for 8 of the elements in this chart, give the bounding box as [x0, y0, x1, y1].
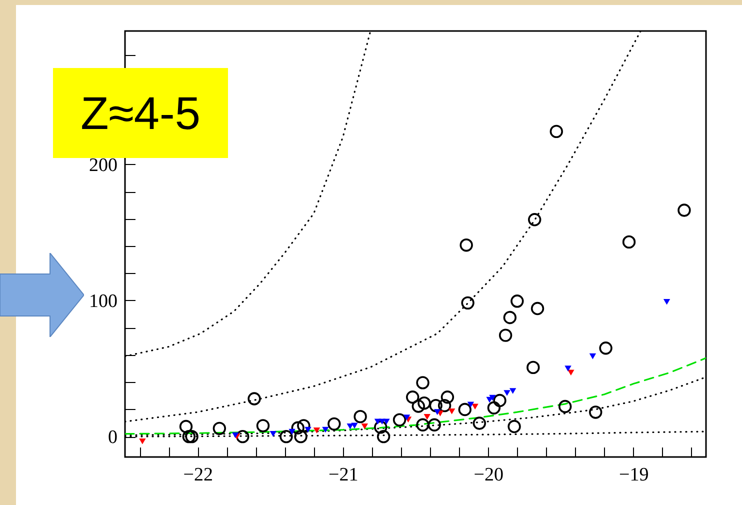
- x-tick-label: −20: [474, 464, 504, 486]
- x-tick-label: −22: [183, 464, 213, 486]
- annotation: Z≈4-5: [80, 87, 200, 139]
- y-tick-label: 0: [108, 427, 118, 448]
- x-tick-label: −21: [328, 464, 358, 486]
- y-tick-label: 100: [89, 290, 118, 312]
- x-tick-label: −19: [619, 464, 649, 486]
- y-tick-label: 200: [89, 154, 118, 176]
